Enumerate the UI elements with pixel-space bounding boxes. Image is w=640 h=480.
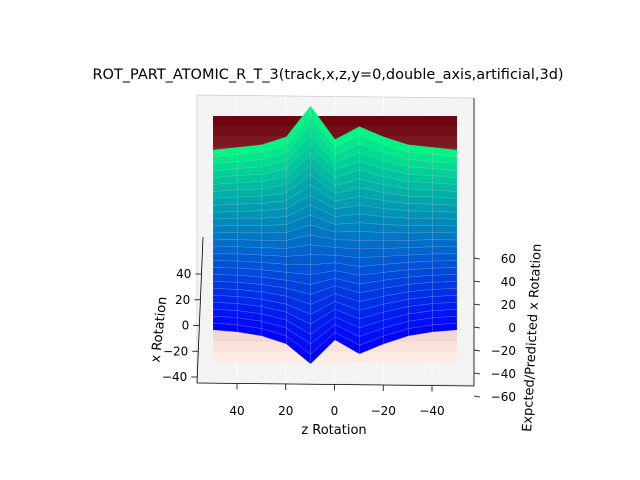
x-tick-label: 20 [175, 293, 190, 307]
vertical-tick [473, 395, 481, 398]
vertical-tick [473, 280, 481, 283]
vertical-tick-label: −60 [491, 390, 516, 404]
z-axis-ticks: 40 20 0 −20 −40 [229, 383, 445, 418]
x-axis-ticks: 40 20 0 −20 −40 [162, 267, 202, 384]
vertical-tick-label: −40 [491, 367, 516, 381]
x-tick-label: 0 [182, 319, 190, 333]
x-tick-label: −40 [162, 370, 187, 384]
vertical-tick [473, 372, 481, 375]
x-axis-label: z Rotation [301, 423, 366, 438]
z-tick-label: 40 [229, 404, 244, 418]
vertical-tick-label: 60 [501, 252, 516, 266]
vertical-tick [473, 349, 481, 352]
predicted-surface [212, 105, 458, 365]
y-axis-label: x Rotation [149, 296, 171, 363]
x-tick-label: 40 [176, 267, 191, 281]
vertical-axis-label: Expcted/Predicted x Rotation [520, 243, 545, 432]
vertical-axis-ticks: 60 40 20 0 −20 −40 −60 [473, 252, 516, 404]
vertical-tick [473, 303, 481, 306]
z-tick-label: 20 [278, 404, 293, 418]
vertical-tick-label: 0 [508, 321, 516, 335]
vertical-tick-label: 20 [501, 298, 516, 312]
x-tick-label: −20 [163, 344, 188, 358]
chart-title: ROT_PART_ATOMIC_R_T_3(track,x,z,y=0,doub… [92, 67, 563, 83]
z-axis-line [196, 382, 475, 387]
vertical-tick-label: 40 [501, 275, 516, 289]
z-tick-label: −20 [371, 404, 396, 418]
vertical-tick [473, 257, 481, 260]
z-tick-label: −40 [419, 404, 444, 418]
x-axis-line [196, 236, 204, 384]
z-tick-label: 0 [331, 404, 339, 418]
vertical-tick-label: −20 [491, 344, 516, 358]
vertical-tick [473, 326, 481, 329]
